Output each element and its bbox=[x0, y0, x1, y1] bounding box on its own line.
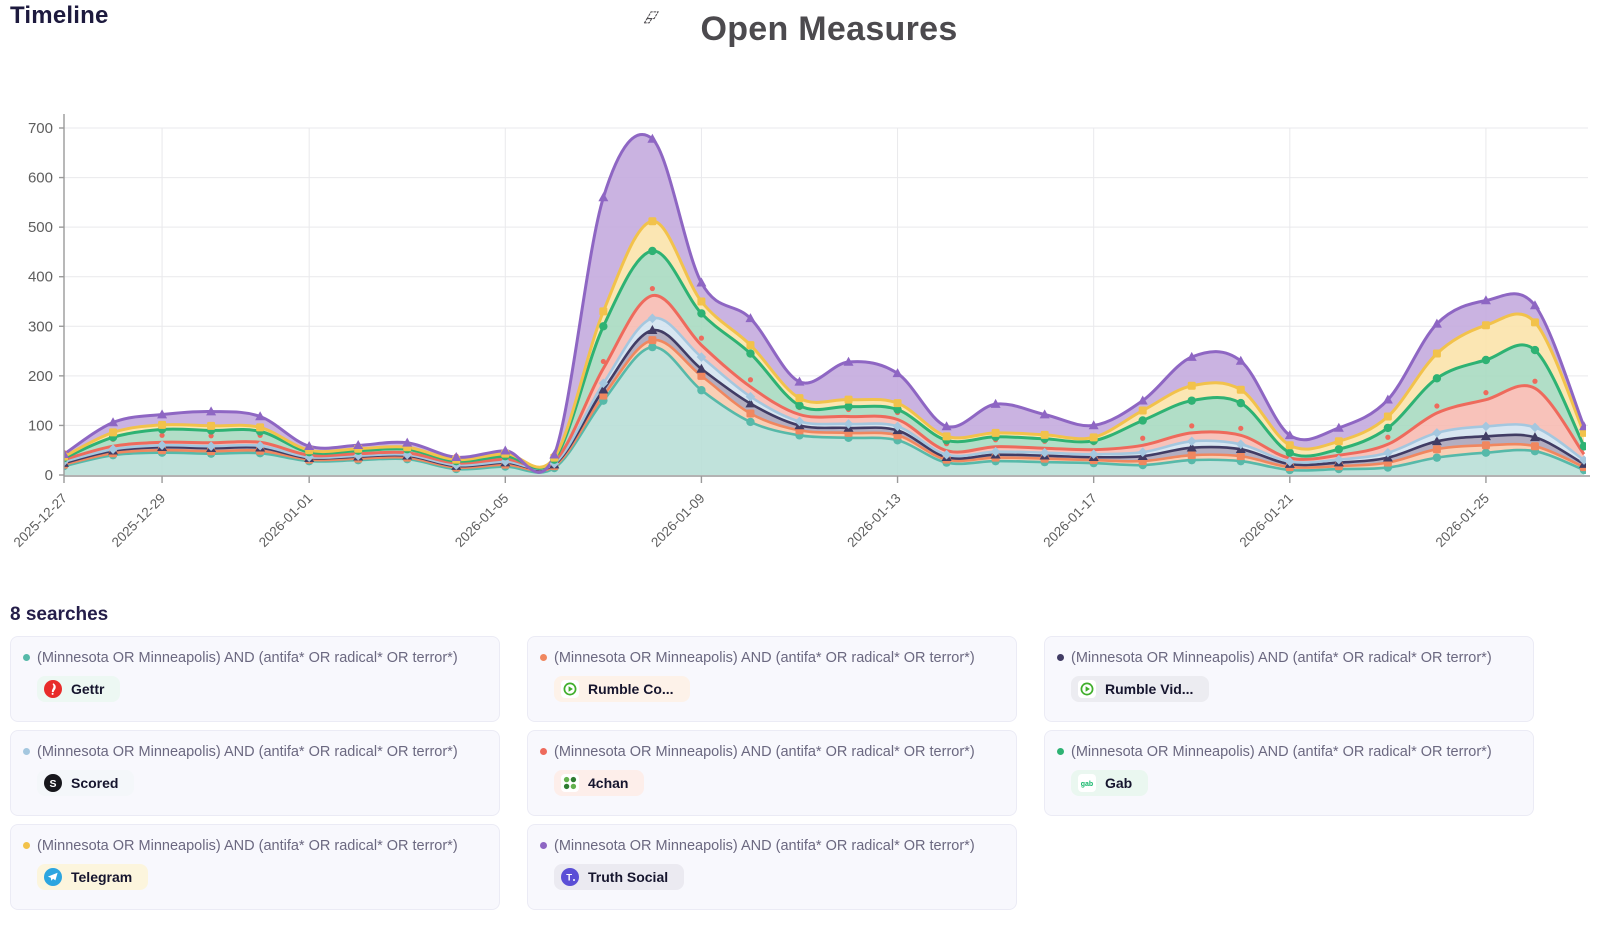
platform-badge-label: Gab bbox=[1105, 775, 1133, 792]
scored-icon: S bbox=[44, 774, 62, 793]
series-line-Telegram bbox=[64, 219, 1586, 469]
svg-text:gab: gab bbox=[1081, 781, 1093, 788]
search-card[interactable]: (Minnesota OR Minneapolis) AND (antifa* … bbox=[10, 636, 500, 722]
x-tick-label: 2025-12-29 bbox=[109, 491, 168, 550]
series-line-Rumble Co... bbox=[64, 338, 1585, 472]
platform-badge-label: Truth Social bbox=[588, 869, 669, 886]
series-line-Gettr bbox=[64, 345, 1585, 474]
platform-badge[interactable]: Telegram bbox=[37, 864, 149, 891]
platform-badge-label: Rumble Co... bbox=[588, 681, 674, 698]
y-tick-label: 700 bbox=[28, 120, 53, 137]
search-query-text: (Minnesota OR Minneapolis) AND (antifa* … bbox=[554, 838, 975, 854]
searches-section: 8 searches (Minnesota OR Minneapolis) AN… bbox=[10, 604, 1534, 910]
y-tick-label: 200 bbox=[28, 368, 53, 385]
area-band-Gab bbox=[64, 250, 1584, 469]
svg-text:T: T bbox=[566, 873, 572, 884]
brand: Open Measures bbox=[642, 8, 957, 50]
platform-badge-label: Gettr bbox=[71, 681, 105, 698]
search-card[interactable]: (Minnesota OR Minneapolis) AND (antifa* … bbox=[1044, 730, 1534, 816]
rumble-icon bbox=[1078, 680, 1096, 699]
platform-badge-label: 4chan bbox=[588, 775, 629, 792]
search-query-text: (Minnesota OR Minneapolis) AND (antifa* … bbox=[1071, 650, 1492, 666]
search-cards-grid: (Minnesota OR Minneapolis) AND (antifa* … bbox=[10, 636, 1534, 910]
x-tick-label: 2026-01-25 bbox=[1433, 491, 1492, 550]
y-tick-label: 600 bbox=[28, 170, 53, 187]
series-markers-Telegram bbox=[64, 217, 1586, 464]
rumble-icon bbox=[561, 680, 579, 699]
series-color-dot bbox=[23, 748, 30, 755]
x-tick-label: 2026-01-09 bbox=[648, 491, 707, 550]
platform-badge[interactable]: T Truth Social bbox=[554, 864, 685, 891]
gab-icon: gab bbox=[1078, 774, 1096, 793]
y-tick-label: 100 bbox=[28, 417, 53, 434]
y-tick-label: 500 bbox=[28, 219, 53, 236]
search-query-text: (Minnesota OR Minneapolis) AND (antifa* … bbox=[1071, 744, 1492, 760]
search-card[interactable]: (Minnesota OR Minneapolis) AND (antifa* … bbox=[10, 824, 500, 910]
search-query-text: (Minnesota OR Minneapolis) AND (antifa* … bbox=[37, 650, 458, 666]
series-color-dot bbox=[1057, 654, 1064, 661]
4chan-icon bbox=[561, 774, 579, 793]
gettr-icon bbox=[44, 680, 62, 699]
platform-badge-label: Scored bbox=[71, 775, 119, 792]
search-query-text: (Minnesota OR Minneapolis) AND (antifa* … bbox=[37, 744, 458, 760]
chart-axes: 0 100 200 300 400 500 600 700 2025-12-27 2025-12-… bbox=[11, 114, 1590, 550]
x-tick-label: 2026-01-01 bbox=[256, 491, 315, 550]
chart-series bbox=[64, 133, 1586, 475]
search-query-text: (Minnesota OR Minneapolis) AND (antifa* … bbox=[554, 744, 975, 760]
platform-badge[interactable]: gab Gab bbox=[1071, 770, 1149, 797]
search-card[interactable]: (Minnesota OR Minneapolis) AND (antifa* … bbox=[10, 730, 500, 816]
series-markers-Truth Social bbox=[64, 133, 1586, 461]
area-band-Gettr bbox=[64, 347, 1584, 475]
y-tick-label: 400 bbox=[28, 269, 53, 286]
brand-name: Open Measures bbox=[700, 9, 958, 48]
series-line-Scored bbox=[64, 316, 1585, 471]
search-card[interactable]: (Minnesota OR Minneapolis) AND (antifa* … bbox=[1044, 636, 1534, 722]
platform-badge[interactable]: Rumble Co... bbox=[554, 676, 690, 703]
series-color-dot bbox=[540, 654, 547, 661]
platform-badge[interactable]: Gettr bbox=[37, 676, 121, 703]
series-color-dot bbox=[1057, 748, 1064, 755]
svg-text:S: S bbox=[49, 778, 56, 790]
x-tick-label: 2026-01-05 bbox=[452, 491, 511, 550]
search-query-text: (Minnesota OR Minneapolis) AND (antifa* … bbox=[554, 650, 975, 666]
series-color-dot bbox=[23, 842, 30, 849]
searches-heading: 8 searches bbox=[10, 604, 109, 625]
timeline-chart[interactable]: 0 100 200 300 400 500 600 700 2025-12-27 2025-12-… bbox=[0, 0, 1600, 572]
platform-badge[interactable]: S Scored bbox=[37, 770, 135, 797]
x-tick-label: 2026-01-17 bbox=[1040, 491, 1099, 550]
telegram-icon bbox=[44, 868, 62, 887]
series-color-dot bbox=[23, 654, 30, 661]
y-tick-label: 300 bbox=[28, 318, 53, 335]
open-measures-logo-icon bbox=[642, 8, 688, 50]
platform-badge[interactable]: 4chan bbox=[554, 770, 645, 797]
search-query-text: (Minnesota OR Minneapolis) AND (antifa* … bbox=[37, 838, 458, 854]
search-card[interactable]: (Minnesota OR Minneapolis) AND (antifa* … bbox=[527, 636, 1017, 722]
platform-badge-label: Telegram bbox=[71, 869, 133, 886]
x-tick-label: 2025-12-27 bbox=[11, 491, 70, 550]
series-color-dot bbox=[540, 748, 547, 755]
platform-badge[interactable]: Rumble Vid... bbox=[1071, 676, 1210, 703]
search-card[interactable]: (Minnesota OR Minneapolis) AND (antifa* … bbox=[527, 824, 1017, 910]
page-title: Timeline bbox=[10, 2, 109, 29]
x-tick-label: 2026-01-13 bbox=[844, 491, 903, 550]
truthsocial-icon: T bbox=[561, 868, 579, 887]
search-card[interactable]: (Minnesota OR Minneapolis) AND (antifa* … bbox=[527, 730, 1017, 816]
y-tick-label: 0 bbox=[45, 467, 53, 484]
series-color-dot bbox=[540, 842, 547, 849]
chart-gridlines bbox=[64, 127, 1588, 475]
x-tick-label: 2026-01-21 bbox=[1236, 491, 1295, 550]
series-line-4chan bbox=[64, 294, 1586, 470]
platform-badge-label: Rumble Vid... bbox=[1105, 681, 1194, 698]
